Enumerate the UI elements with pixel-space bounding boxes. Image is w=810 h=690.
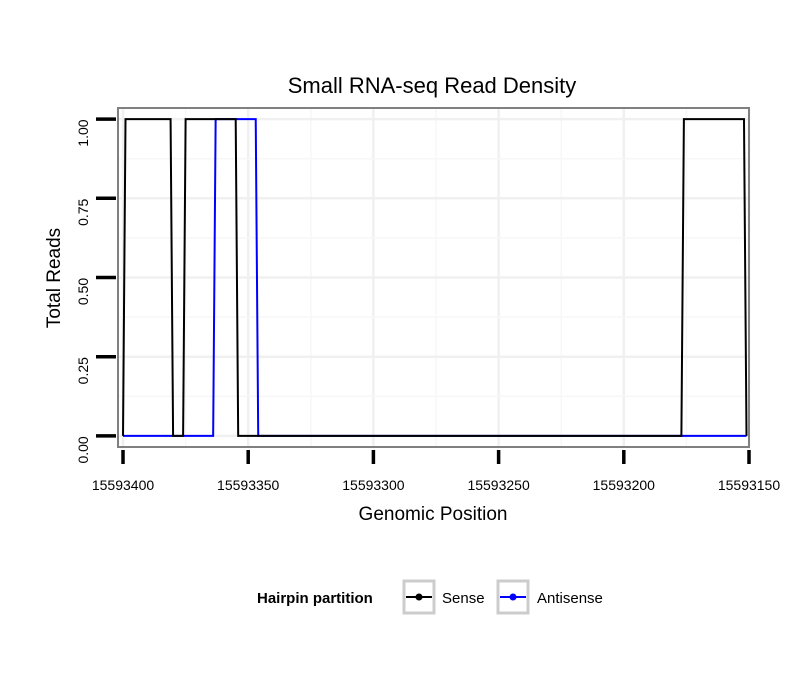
- legend-label-antisense: Antisense: [537, 590, 603, 607]
- x-axis-title: Genomic Position: [359, 504, 508, 525]
- y-tick-label: 0.75: [75, 198, 91, 225]
- x-tick-label: 15593150: [718, 477, 781, 493]
- y-tick-label: 0.00: [75, 436, 91, 463]
- legend-label-sense: Sense: [442, 590, 485, 607]
- grid: [119, 109, 751, 446]
- legend-key-antisense-point: [509, 593, 517, 601]
- legend-item-antisense[interactable]: Antisense: [496, 579, 603, 615]
- x-tick-label: 15593250: [467, 477, 530, 493]
- chart-title: Small RNA-seq Read Density: [288, 73, 577, 98]
- y-tick-label: 0.25: [75, 357, 91, 384]
- series-layer: [122, 118, 748, 437]
- plot-border: [117, 107, 750, 448]
- x-tick-label: 15593350: [217, 477, 280, 493]
- legend-item-sense[interactable]: Sense: [402, 579, 485, 615]
- x-axis: 15593400 15593350 15593300 15593250 15593200…: [92, 450, 780, 493]
- x-tick-label: 15593300: [342, 477, 405, 493]
- legend-key-sense-point: [415, 593, 423, 601]
- x-tick-label: 15593200: [593, 477, 656, 493]
- y-tick-label: 0.50: [75, 278, 91, 305]
- y-axis-title: Total Reads: [44, 228, 65, 328]
- y-tick-label: 1.00: [75, 119, 91, 146]
- x-tick-label: 15593400: [92, 477, 155, 493]
- y-axis: 0.00 0.25 0.50 0.75 1.00: [75, 117, 116, 464]
- series-line-sense: [122, 118, 748, 437]
- legend-title: Hairpin partition: [257, 590, 373, 607]
- legend: Hairpin partition Sense Antisense: [257, 579, 603, 615]
